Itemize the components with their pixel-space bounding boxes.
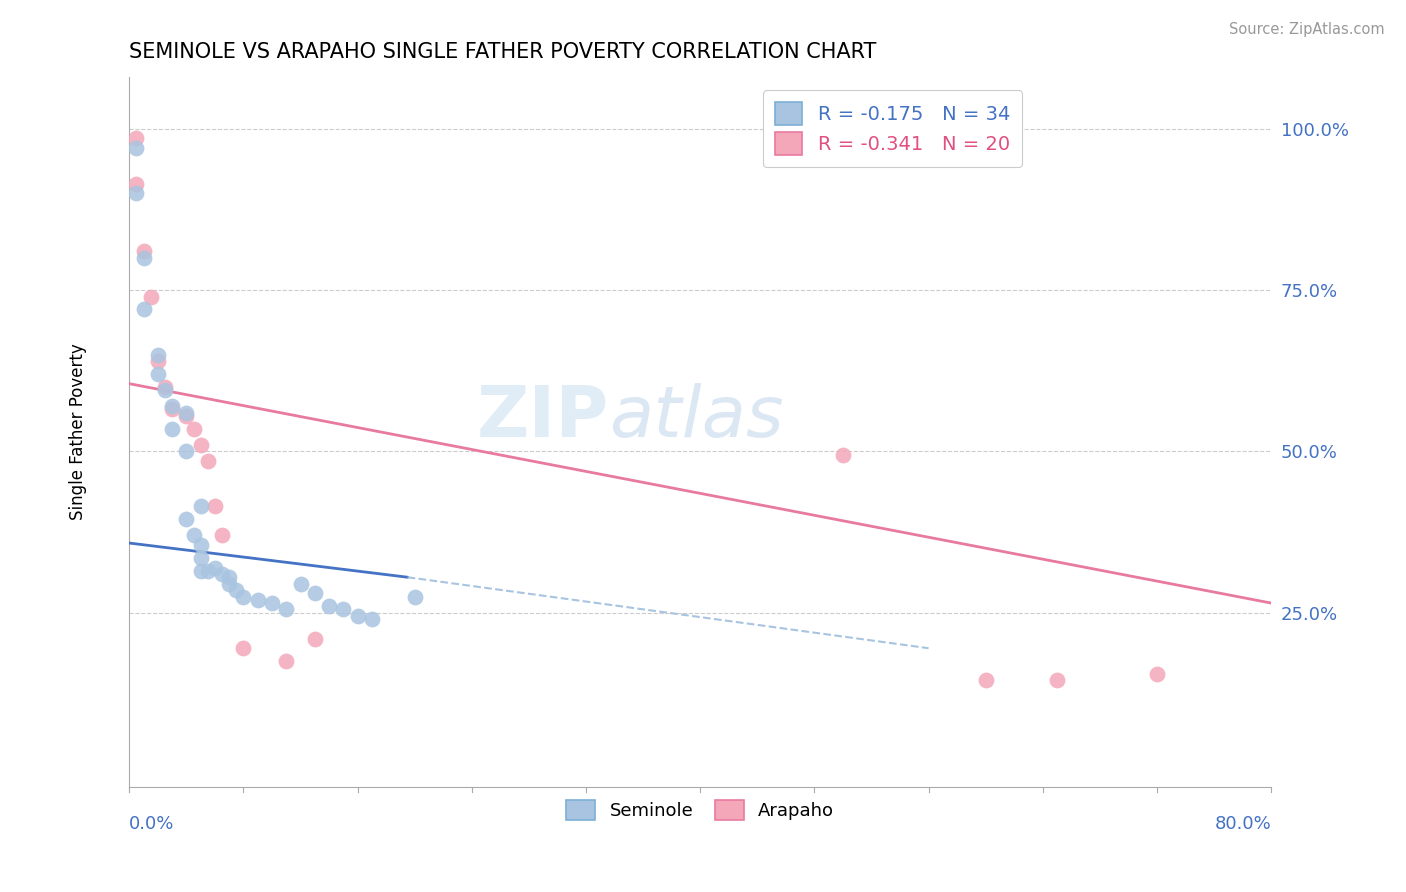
Point: [160, 399, 183, 413]
Point: [183, 528, 205, 542]
Legend: Seminole, Arapaho: Seminole, Arapaho: [560, 792, 841, 828]
Point: [225, 583, 247, 598]
Text: atlas: atlas: [609, 384, 783, 452]
Point: [125, 177, 148, 191]
Point: [125, 186, 148, 201]
Point: [176, 512, 198, 526]
Point: [346, 609, 368, 624]
Point: [183, 422, 205, 436]
Point: [153, 383, 176, 397]
Point: [1046, 673, 1069, 688]
Point: [146, 367, 169, 381]
Point: [232, 590, 254, 604]
Point: [218, 576, 240, 591]
Point: [190, 564, 212, 578]
Point: [204, 560, 226, 574]
Point: [276, 654, 298, 668]
Point: [153, 380, 176, 394]
Point: [211, 567, 233, 582]
Point: [176, 409, 198, 423]
Point: [176, 444, 198, 458]
Point: [146, 348, 169, 362]
Point: [304, 632, 326, 646]
Point: [211, 528, 233, 542]
Point: [974, 673, 997, 688]
Point: [125, 141, 148, 155]
Point: [197, 454, 219, 468]
Point: [404, 590, 426, 604]
Text: 80.0%: 80.0%: [1215, 815, 1271, 833]
Point: [190, 438, 212, 452]
Point: [218, 570, 240, 584]
Text: SEMINOLE VS ARAPAHO SINGLE FATHER POVERTY CORRELATION CHART: SEMINOLE VS ARAPAHO SINGLE FATHER POVERT…: [129, 42, 877, 62]
Point: [125, 131, 148, 145]
Point: [176, 406, 198, 420]
Point: [160, 402, 183, 417]
Point: [190, 538, 212, 552]
Point: [190, 550, 212, 565]
Point: [332, 602, 354, 616]
Point: [246, 592, 269, 607]
Text: Source: ZipAtlas.com: Source: ZipAtlas.com: [1229, 22, 1385, 37]
Point: [232, 641, 254, 656]
Point: [160, 422, 183, 436]
Point: [132, 244, 155, 259]
Point: [146, 354, 169, 368]
Point: [832, 448, 855, 462]
Point: [304, 586, 326, 600]
Point: [197, 564, 219, 578]
Point: [318, 599, 340, 614]
Point: [290, 576, 312, 591]
Point: [276, 602, 298, 616]
Text: 0.0%: 0.0%: [129, 815, 174, 833]
Point: [361, 612, 384, 626]
Point: [139, 289, 162, 303]
Point: [204, 500, 226, 514]
Point: [132, 251, 155, 265]
Point: [1146, 667, 1168, 681]
Point: [190, 500, 212, 514]
Point: [260, 596, 283, 610]
Text: ZIP: ZIP: [477, 384, 609, 452]
Point: [132, 302, 155, 317]
Text: Single Father Poverty: Single Father Poverty: [69, 343, 87, 520]
